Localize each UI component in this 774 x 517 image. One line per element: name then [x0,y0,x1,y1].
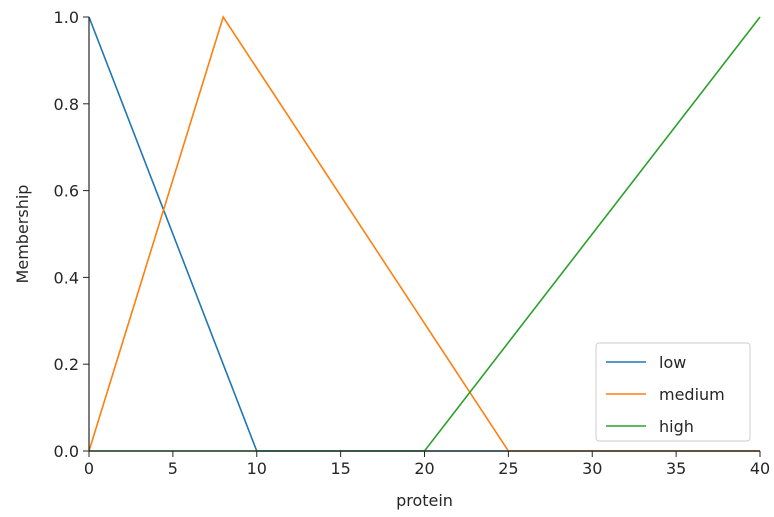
y-tick-label: 0.8 [54,95,79,114]
x-tick-label: 30 [582,459,602,478]
x-ticks: 0 5 10 15 20 25 30 35 40 [84,451,770,478]
y-tick-label: 1.0 [54,8,79,27]
legend: low medium high [595,342,751,442]
x-tick-label: 0 [84,459,94,478]
legend-label-low: low [659,353,686,372]
y-tick-label: 0.2 [54,355,79,374]
legend-label-high: high [659,417,694,436]
y-tick-label: 0.4 [54,268,79,287]
y-tick-label: 0.6 [54,182,79,201]
x-tick-label: 20 [414,459,434,478]
legend-label-medium: medium [659,385,725,404]
x-axis-label: protein [396,491,453,510]
y-axis-label: Membership [13,185,32,284]
x-tick-label: 35 [666,459,686,478]
y-tick-label: 0.0 [54,442,79,461]
y-ticks: 0.0 0.2 0.4 0.6 0.8 1.0 [54,8,89,461]
x-tick-label: 5 [168,459,178,478]
x-tick-label: 15 [330,459,350,478]
x-tick-label: 40 [750,459,770,478]
x-tick-label: 10 [247,459,267,478]
legend-box [595,342,751,442]
x-tick-label: 25 [498,459,518,478]
